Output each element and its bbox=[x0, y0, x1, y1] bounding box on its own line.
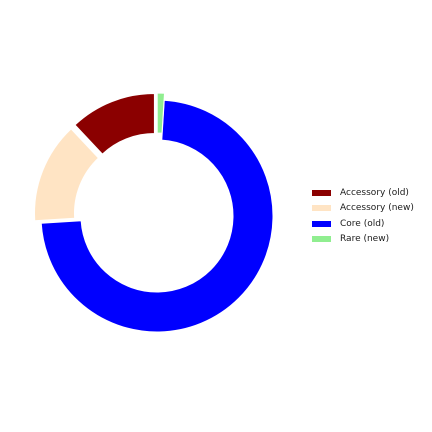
legend-swatch bbox=[312, 189, 331, 196]
legend-swatch bbox=[312, 220, 331, 227]
legend-item: Core (old) bbox=[312, 216, 414, 232]
legend-swatch bbox=[312, 205, 331, 212]
legend-item: Accessory (new) bbox=[312, 201, 414, 217]
legend-label: Accessory (old) bbox=[340, 187, 409, 198]
legend-label: Core (old) bbox=[340, 218, 385, 229]
legend-label: Rare (new) bbox=[340, 234, 390, 245]
chart-legend: Accessory (old) Accessory (new) Core (old)… bbox=[312, 185, 414, 247]
donut-slice-accessory-new bbox=[33, 128, 100, 222]
legend-item: Rare (new) bbox=[312, 232, 414, 248]
legend-label: Accessory (new) bbox=[340, 203, 414, 214]
donut-slice-accessory-old bbox=[74, 92, 155, 155]
donut-slice-rare-new bbox=[156, 92, 166, 134]
legend-item: Accessory (old) bbox=[312, 185, 414, 201]
donut-slice-core-old bbox=[40, 99, 274, 333]
legend-swatch bbox=[312, 236, 331, 243]
